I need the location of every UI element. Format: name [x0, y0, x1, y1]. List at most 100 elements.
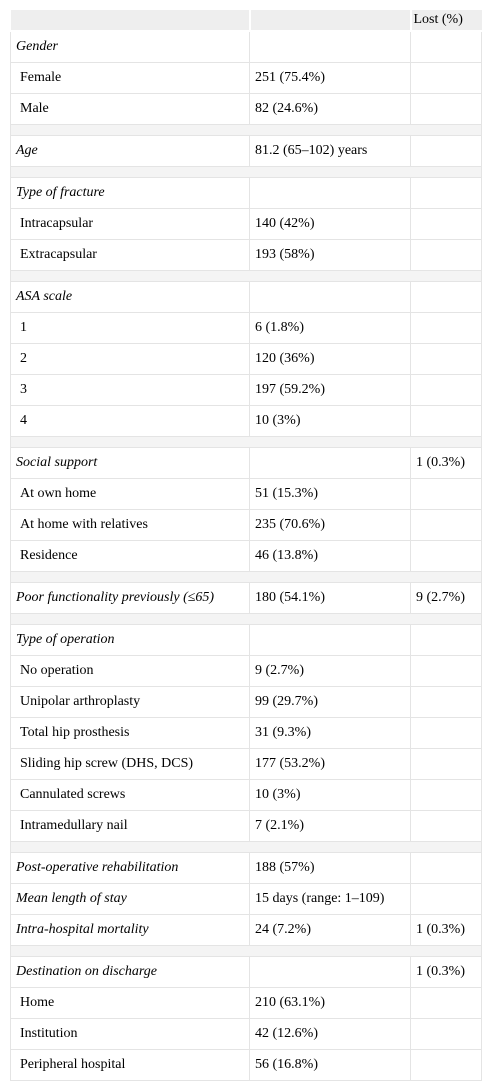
row-label: Peripheral hospital: [10, 1049, 250, 1081]
row-lost: [410, 405, 482, 437]
row-lost: [410, 478, 482, 510]
row-label: Residence: [10, 540, 250, 572]
table-row: 4 10 (3%): [10, 405, 482, 437]
table-row: Unipolar arthroplasty 99 (29.7%): [10, 686, 482, 718]
row-lost: [410, 281, 482, 313]
row-label: Intracapsular: [10, 208, 250, 240]
row-lost: [410, 686, 482, 718]
row-value: 210 (63.1%): [249, 987, 411, 1019]
row-value: 82 (24.6%): [249, 93, 411, 125]
row-value: 9 (2.7%): [249, 655, 411, 687]
row-lost: [410, 810, 482, 842]
row-label: Male: [10, 93, 250, 125]
row-label: Social support: [10, 447, 250, 479]
row-lost: [410, 135, 482, 167]
table-row: Sliding hip screw (DHS, DCS) 177 (53.2%): [10, 748, 482, 780]
section-spacer: [10, 436, 482, 448]
row-lost: [410, 748, 482, 780]
row-label: Intra-hospital mortality: [10, 914, 250, 946]
row-value: 46 (13.8%): [249, 540, 411, 572]
table-row: Post-operative rehabilitation 188 (57%): [10, 852, 482, 884]
row-label: 2: [10, 343, 250, 375]
row-label: Female: [10, 62, 250, 94]
row-value: 42 (12.6%): [249, 1018, 411, 1050]
table-row: At home with relatives 235 (70.6%): [10, 509, 482, 541]
row-lost: [410, 343, 482, 375]
table-body: Lost (%) Gender Female 251 (75.4%) Male 82…: [10, 10, 482, 1081]
header-lost: Lost (%): [409, 10, 482, 32]
row-lost: [410, 1049, 482, 1081]
row-value: 10 (3%): [249, 779, 411, 811]
row-value: 81.2 (65–102) years: [249, 135, 411, 167]
table-row: Home 210 (63.1%): [10, 987, 482, 1019]
row-label: Intramedullary nail: [10, 810, 250, 842]
row-value: [249, 956, 411, 988]
row-label: ASA scale: [10, 281, 250, 313]
data-table-container: Lost (%) Gender Female 251 (75.4%) Male 82…: [10, 10, 482, 1081]
row-label: Home: [10, 987, 250, 1019]
row-label: Age: [10, 135, 250, 167]
row-value: 193 (58%): [249, 239, 411, 271]
table-row: No operation 9 (2.7%): [10, 655, 482, 687]
row-lost: [410, 31, 482, 63]
row-label: Destination on discharge: [10, 956, 250, 988]
row-label: At home with relatives: [10, 509, 250, 541]
row-label: Gender: [10, 31, 250, 63]
row-lost: [410, 883, 482, 915]
row-lost: [410, 624, 482, 656]
row-value: 251 (75.4%): [249, 62, 411, 94]
row-lost: [410, 62, 482, 94]
row-value: 31 (9.3%): [249, 717, 411, 749]
table-row: Social support 1 (0.3%): [10, 447, 482, 479]
row-lost: [410, 509, 482, 541]
table-row: Age 81.2 (65–102) years: [10, 135, 482, 167]
table-row: Total hip prosthesis 31 (9.3%): [10, 717, 482, 749]
table-row: 3 197 (59.2%): [10, 374, 482, 406]
row-lost: [410, 779, 482, 811]
row-label: Cannulated screws: [10, 779, 250, 811]
row-label: Mean length of stay: [10, 883, 250, 915]
header-col2: [248, 10, 411, 32]
row-lost: [410, 177, 482, 209]
row-label: Unipolar arthroplasty: [10, 686, 250, 718]
row-lost: 1 (0.3%): [410, 447, 482, 479]
row-value: 140 (42%): [249, 208, 411, 240]
row-lost: [410, 852, 482, 884]
row-lost: [410, 540, 482, 572]
table-row: Type of operation: [10, 624, 482, 656]
table-row: At own home 51 (15.3%): [10, 478, 482, 510]
table-header-row: Lost (%): [10, 10, 482, 32]
row-lost: [410, 208, 482, 240]
table-row: Destination on discharge 1 (0.3%): [10, 956, 482, 988]
table-row: 2 120 (36%): [10, 343, 482, 375]
header-col1: [10, 10, 250, 32]
row-value: [249, 281, 411, 313]
row-value: 180 (54.1%): [249, 582, 411, 614]
row-value: 235 (70.6%): [249, 509, 411, 541]
row-label: Type of fracture: [10, 177, 250, 209]
table-row: Intramedullary nail 7 (2.1%): [10, 810, 482, 842]
row-lost: [410, 655, 482, 687]
section-spacer: [10, 613, 482, 625]
row-lost: 1 (0.3%): [410, 956, 482, 988]
row-value: 188 (57%): [249, 852, 411, 884]
row-label: 1: [10, 312, 250, 344]
table-row: Poor functionality previously (≤65) 180 (…: [10, 582, 482, 614]
row-value: 177 (53.2%): [249, 748, 411, 780]
row-label: Total hip prosthesis: [10, 717, 250, 749]
row-label: Type of operation: [10, 624, 250, 656]
row-value: [249, 31, 411, 63]
row-label: 4: [10, 405, 250, 437]
row-value: 7 (2.1%): [249, 810, 411, 842]
table-row: Residence 46 (13.8%): [10, 540, 482, 572]
row-label: 3: [10, 374, 250, 406]
table-row: Intra-hospital mortality 24 (7.2%) 1 (0.3%…: [10, 914, 482, 946]
row-lost: [410, 239, 482, 271]
row-value: 99 (29.7%): [249, 686, 411, 718]
table-row: Intracapsular 140 (42%): [10, 208, 482, 240]
row-value: [249, 177, 411, 209]
row-label: Institution: [10, 1018, 250, 1050]
table-row: Institution 42 (12.6%): [10, 1018, 482, 1050]
section-spacer: [10, 571, 482, 583]
